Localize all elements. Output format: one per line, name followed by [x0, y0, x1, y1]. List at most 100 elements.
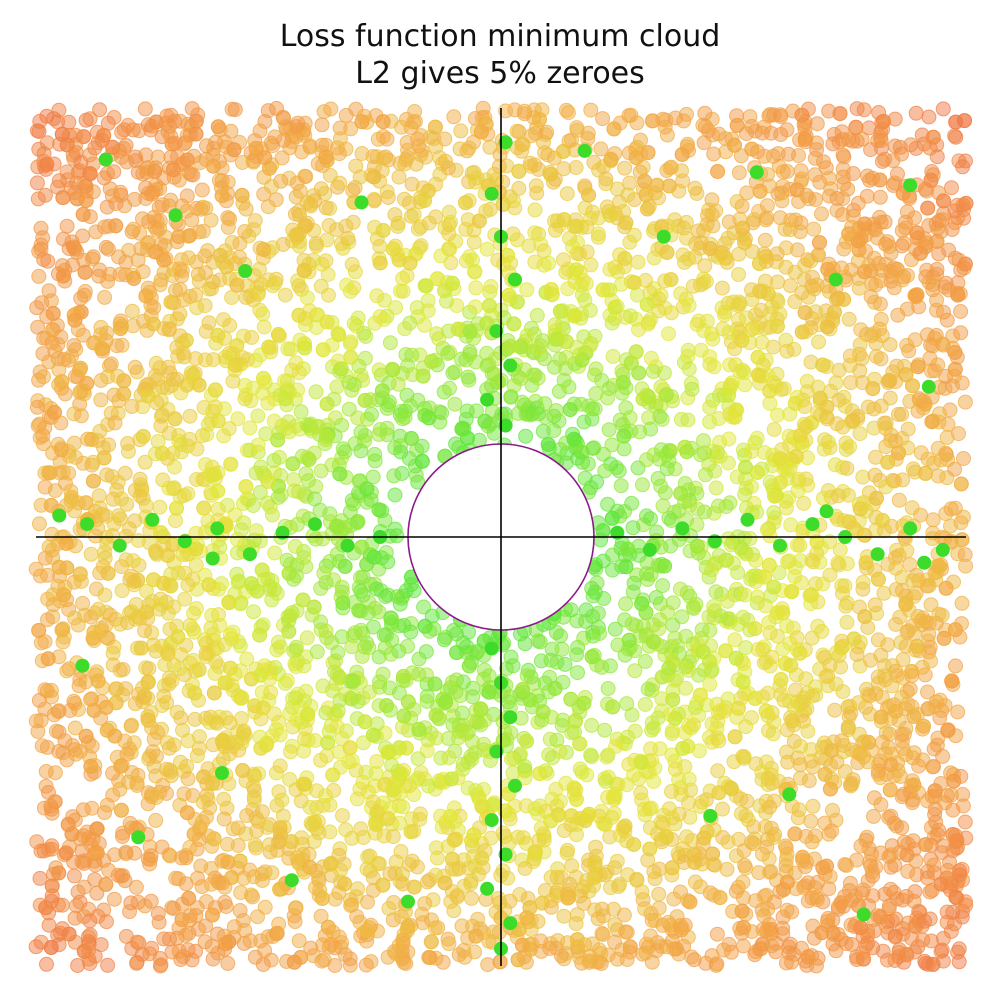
cloud-point	[554, 641, 570, 657]
cloud-point	[195, 794, 211, 810]
cloud-point	[579, 244, 595, 260]
cloud-point	[198, 645, 214, 661]
cloud-point	[441, 936, 457, 952]
cloud-point	[31, 243, 47, 259]
cloud-point	[926, 759, 942, 774]
cloud-point	[637, 653, 653, 669]
cloud-point	[252, 484, 268, 500]
cloud-point	[288, 690, 304, 706]
cloud-point	[232, 236, 248, 251]
cloud-point	[369, 288, 385, 304]
cloud-point	[132, 488, 148, 504]
cloud-point	[97, 544, 113, 560]
cloud-point	[29, 399, 45, 415]
cloud-point	[280, 341, 296, 357]
cloud-point	[763, 125, 779, 141]
cloud-point	[810, 618, 826, 634]
cloud-point	[139, 583, 154, 599]
cloud-point	[800, 875, 816, 891]
cloud-point	[411, 651, 427, 667]
cloud-point	[429, 850, 445, 866]
cloud-point	[431, 331, 447, 347]
cloud-point	[651, 886, 667, 902]
cloud-point	[605, 562, 620, 578]
cloud-point	[57, 386, 73, 402]
cloud-point	[536, 243, 552, 259]
cloud-point	[727, 632, 743, 648]
cloud-point	[503, 389, 519, 405]
cloud-point	[329, 719, 345, 734]
cloud-point	[468, 280, 484, 296]
cloud-point	[198, 200, 214, 216]
cloud-point	[392, 596, 408, 612]
cloud-point	[638, 945, 654, 961]
cloud-point	[279, 420, 295, 436]
cloud-point	[717, 250, 733, 266]
cloud-point	[246, 869, 262, 885]
cloud-point	[391, 169, 407, 185]
cloud-point	[269, 842, 285, 858]
cloud-point	[137, 101, 153, 117]
cloud-point	[768, 944, 784, 960]
cloud-point	[745, 320, 761, 336]
cloud-point	[629, 872, 645, 888]
cloud-point	[88, 224, 104, 240]
cloud-point	[745, 547, 761, 562]
cloud-point	[420, 778, 436, 794]
cloud-point	[567, 713, 583, 729]
cloud-point	[675, 247, 691, 263]
cloud-point	[398, 583, 414, 599]
cloud-point	[93, 392, 109, 408]
cloud-point	[951, 954, 967, 970]
cloud-point	[674, 609, 690, 625]
cloud-point	[605, 348, 621, 364]
cloud-point	[169, 704, 185, 720]
cloud-point	[646, 774, 662, 789]
cloud-point	[459, 403, 475, 419]
cloud-point	[556, 908, 572, 924]
cloud-point	[460, 369, 476, 385]
cloud-point	[678, 680, 694, 696]
cloud-point	[480, 957, 496, 973]
cloud-point	[237, 391, 253, 407]
cloud-point	[624, 495, 640, 511]
cloud-point	[863, 652, 878, 668]
cloud-point	[467, 264, 483, 280]
cloud-point	[194, 182, 210, 198]
cloud-point	[630, 254, 646, 270]
cloud-point	[588, 361, 604, 377]
cloud-point	[118, 552, 134, 568]
cloud-point	[37, 701, 53, 717]
cloud-point	[313, 752, 328, 768]
cloud-point	[578, 614, 594, 629]
cloud-point	[709, 926, 725, 942]
cloud-point	[403, 624, 419, 640]
cloud-point	[36, 369, 51, 385]
cloud-point	[347, 625, 363, 641]
cloud-point	[288, 189, 304, 205]
cloud-point	[446, 903, 462, 919]
cloud-point	[922, 639, 938, 655]
cloud-point	[404, 347, 420, 363]
cloud-point	[335, 808, 350, 824]
cloud-point	[32, 870, 48, 886]
cloud-point	[828, 645, 844, 661]
background-cloud	[28, 100, 974, 974]
cloud-point	[387, 207, 403, 223]
cloud-point	[696, 271, 712, 287]
chart-title-block: Loss function minimum cloud L2 gives 5% …	[0, 18, 1000, 92]
cloud-point	[513, 371, 529, 387]
cloud-point	[883, 245, 899, 261]
cloud-point	[617, 160, 633, 176]
cloud-point	[904, 500, 920, 516]
cloud-point	[702, 399, 718, 415]
cloud-point	[299, 290, 315, 306]
cloud-point	[73, 408, 89, 424]
cloud-point	[114, 583, 130, 599]
cloud-point	[698, 467, 713, 483]
cloud-point	[180, 486, 196, 502]
cloud-point	[215, 751, 231, 767]
cloud-point	[137, 623, 153, 639]
cloud-point	[255, 957, 271, 972]
cloud-point	[608, 739, 624, 755]
